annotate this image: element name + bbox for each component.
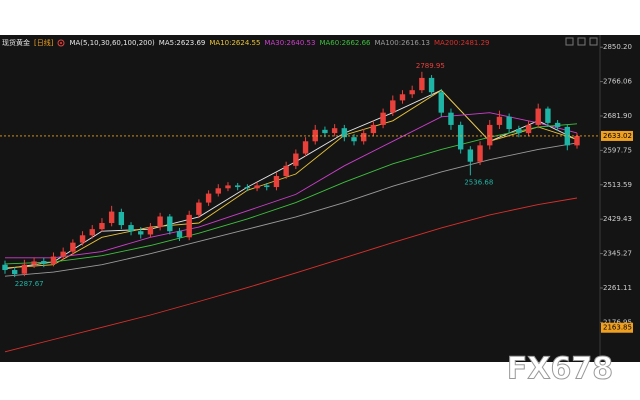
ma-line [4, 197, 578, 353]
candle-body [506, 116, 512, 130]
legend-entry: MA200:2481.29 [434, 38, 490, 47]
candle-body [118, 211, 125, 226]
candle-body [186, 214, 192, 238]
price-marker-label: 2163.85 [603, 324, 632, 332]
icon[interactable] [565, 37, 574, 46]
candle-body [50, 256, 57, 264]
candle-body [331, 128, 338, 134]
icon[interactable] [589, 37, 598, 46]
candle-body [351, 137, 357, 142]
candle-body [11, 270, 18, 275]
candle-body [89, 229, 95, 236]
candle-body [196, 202, 202, 215]
symbol: 现货黄金 [2, 38, 30, 47]
y-tick-label: 2176.95 [603, 318, 632, 326]
legend: 现货黄金 [日线] MA(5,10,30,60,100,200) MA5:262… [2, 37, 490, 48]
legend-entry: MA60:2662.66 [319, 38, 371, 47]
icon[interactable] [577, 37, 586, 46]
candle-body [2, 264, 8, 271]
candle-body [419, 77, 425, 91]
y-tick-label: 2597.75 [603, 146, 632, 154]
price-marker-box [601, 322, 633, 333]
legend-entry: MA100:2616.13 [374, 38, 431, 47]
candle-body [302, 141, 309, 154]
candle-body [244, 187, 251, 189]
candle-body [545, 108, 551, 123]
candle-body [535, 108, 541, 125]
last-price-box [601, 130, 633, 141]
period: [日线] [34, 38, 54, 47]
candle-body [516, 129, 522, 134]
extreme-annotation: 2536.68 [464, 178, 493, 186]
candle-body [138, 231, 144, 235]
candle-body [457, 124, 464, 150]
candle-body [234, 185, 241, 188]
extreme-annotation: 2287.67 [15, 280, 44, 288]
y-tick-label: 2261.11 [603, 284, 632, 292]
candle-body [554, 122, 561, 127]
candle-body [70, 242, 76, 252]
y-tick-label: 2766.06 [603, 78, 632, 86]
candle-body [564, 126, 571, 146]
candle-body [361, 133, 367, 142]
candle-body [215, 188, 221, 194]
candle-body [477, 145, 483, 162]
candle-body [254, 185, 260, 189]
candle-body [31, 261, 37, 265]
candle-body [147, 227, 154, 235]
candle-body [176, 231, 183, 238]
candle-body [467, 149, 474, 162]
y-tick-label: 2429.43 [603, 215, 632, 223]
legend-entry: MA10:2624.55 [209, 38, 261, 47]
candle-body [273, 176, 280, 188]
candle-body [448, 112, 454, 125]
candles [2, 71, 580, 278]
extreme-annotation: 2789.95 [416, 62, 445, 70]
toolbar-icons[interactable] [565, 37, 598, 46]
candle-body [312, 129, 318, 142]
candle-body [99, 223, 105, 230]
candle-body [225, 185, 231, 189]
candle-body [60, 251, 66, 257]
candle-body [293, 153, 299, 166]
candle-body [341, 128, 348, 138]
candle-body [574, 135, 580, 146]
candle-body [157, 216, 163, 228]
candle-body [21, 264, 28, 274]
candle-body [525, 124, 532, 134]
candle-body [283, 165, 289, 177]
candle-body [322, 129, 328, 134]
candle-body [108, 211, 115, 224]
candle-body [390, 100, 396, 113]
candle-body [428, 77, 435, 93]
legend-entry: MA30:2640.53 [264, 38, 316, 47]
y-tick-label: 2850.20 [603, 43, 632, 51]
candle-body [41, 261, 47, 264]
ma-line [5, 112, 578, 259]
candle-body [399, 94, 406, 101]
y-tick-label: 2513.59 [603, 181, 632, 189]
chart-background [0, 35, 640, 362]
candle-body [438, 92, 444, 113]
candle-body [79, 235, 86, 243]
ma-params: MA(5,10,30,60,100,200) [69, 38, 155, 47]
candle-body [205, 193, 212, 203]
candle-body [370, 124, 377, 134]
ma-line [4, 142, 578, 277]
y-tick-label: 2681.90 [603, 112, 632, 120]
candle-body [496, 116, 503, 125]
candle-body [380, 112, 386, 125]
y-tick-label: 2345.27 [603, 250, 632, 258]
candle-body [128, 225, 134, 232]
settings-icon[interactable] [57, 39, 65, 47]
candle-body [264, 185, 270, 188]
candle-body [167, 216, 173, 232]
watermark: FX678 [507, 352, 613, 387]
last-price-label: 2633.02 [603, 132, 632, 140]
legend-entry: MA5:2623.69 [158, 38, 206, 47]
candle-body [487, 124, 493, 146]
candle-body [409, 90, 415, 95]
